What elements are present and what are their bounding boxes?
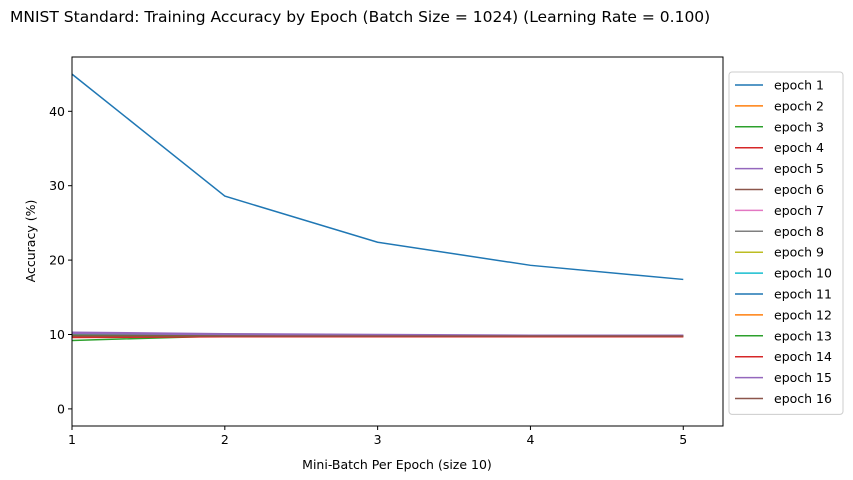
legend-label: epoch 15 <box>774 370 832 385</box>
plot-frame <box>71 56 724 427</box>
y-tick-label: 0 <box>57 401 65 416</box>
series-line-1 <box>71 73 684 281</box>
x-tick-label: 1 <box>68 432 76 447</box>
x-tick-label: 4 <box>526 432 534 447</box>
x-tick-label: 5 <box>679 432 687 447</box>
y-axis-label: Accuracy (%) <box>23 200 38 283</box>
y-axis-ticks: 0 10 20 30 40 <box>49 104 72 416</box>
legend: epoch 1 epoch 2 epoch 3 epoch 4 epoch 5 epoch… <box>728 71 844 415</box>
legend-label: epoch 5 <box>774 161 824 176</box>
legend-label: epoch 9 <box>774 245 824 260</box>
y-tick-label: 40 <box>49 104 65 119</box>
legend-label: epoch 10 <box>774 266 832 281</box>
legend-label: epoch 13 <box>774 328 832 343</box>
legend-label: epoch 3 <box>774 119 824 134</box>
chart-title: MNIST Standard: Training Accuracy by Epo… <box>10 8 711 26</box>
legend-label: epoch 4 <box>774 140 824 155</box>
legend-label: epoch 16 <box>774 391 832 406</box>
legend-label: epoch 6 <box>774 182 824 197</box>
legend-label: epoch 1 <box>774 78 824 93</box>
legend-label: epoch 12 <box>774 307 832 322</box>
x-axis-ticks: 1 2 3 4 5 <box>68 426 687 447</box>
legend-label: epoch 14 <box>774 349 832 364</box>
legend-box <box>728 71 844 415</box>
x-tick-label: 3 <box>374 432 382 447</box>
legend-label: epoch 8 <box>774 224 824 239</box>
x-axis-label: Mini-Batch Per Epoch (size 10) <box>302 457 492 472</box>
plot-lines <box>71 73 684 342</box>
y-tick-label: 20 <box>49 253 65 268</box>
legend-label: epoch 2 <box>774 98 824 113</box>
legend-label: epoch 11 <box>774 287 832 302</box>
x-tick-label: 2 <box>221 432 229 447</box>
y-tick-label: 30 <box>49 178 65 193</box>
y-tick-label: 10 <box>49 327 65 342</box>
legend-label: epoch 7 <box>774 203 824 218</box>
